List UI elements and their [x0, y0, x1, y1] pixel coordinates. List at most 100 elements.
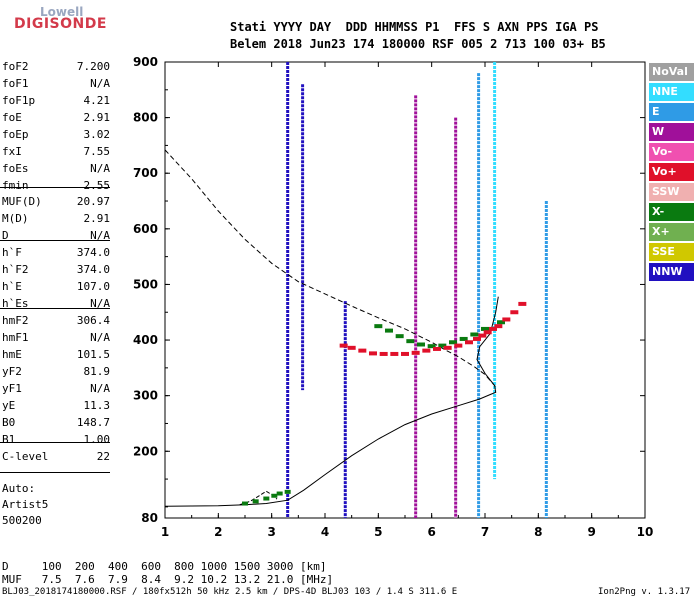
- legend-item: W: [649, 123, 694, 141]
- param-label: fxI: [2, 145, 22, 158]
- param-value: 101.5: [76, 348, 110, 361]
- o-mode-echo: [422, 348, 431, 353]
- x-tick-label: 5: [374, 525, 382, 539]
- d-row: D 100 200 400 600 800 1000 1500 3000 [km…: [2, 560, 327, 573]
- legend-item: SSW: [649, 183, 694, 201]
- param-label: yE: [2, 399, 16, 412]
- param-value: 107.0: [76, 280, 110, 293]
- param-row: h`E 107.0: [2, 280, 110, 297]
- param-row: fmin 2.55: [2, 179, 110, 196]
- o-mode-echo: [358, 348, 367, 353]
- param-value: 374.0: [76, 263, 110, 276]
- param-value: 3.02: [83, 128, 111, 141]
- param-label: foE: [2, 111, 22, 124]
- param-row: MUF(D) 20.97: [2, 195, 110, 212]
- x-mode-echo: [497, 320, 505, 325]
- x-mode-echo: [417, 342, 425, 347]
- param-row: foEs N/A: [2, 162, 110, 179]
- param-label: foF1: [2, 77, 29, 90]
- x-tick-label: 3: [267, 525, 275, 539]
- param-value: N/A: [90, 331, 110, 344]
- electron-density-profile: [164, 296, 499, 507]
- param-row: h`F2 374.0: [2, 263, 110, 280]
- separator-line: [0, 308, 110, 309]
- plot-frame: [164, 61, 646, 519]
- param-label: h`Es: [2, 297, 29, 310]
- logo-line2: DIGISONDE: [14, 16, 107, 32]
- param-row: C-level 22: [2, 450, 110, 467]
- param-value: 20.97: [76, 195, 110, 208]
- param-value: N/A: [90, 77, 110, 90]
- legend-item: NoVal: [649, 63, 694, 81]
- param-value: 11.3: [83, 399, 111, 412]
- x-tick-label: 6: [427, 525, 435, 539]
- o-mode-echo: [347, 345, 356, 350]
- param-row: foF1p 4.21: [2, 94, 110, 111]
- o-mode-echo: [401, 351, 409, 356]
- param-row: yF2 81.9: [2, 365, 110, 382]
- param-label: foF2: [2, 60, 29, 73]
- x-tick-label: 10: [637, 525, 654, 539]
- o-mode-echo: [465, 340, 473, 345]
- param-row: foF2 7.200: [2, 60, 110, 77]
- param-label: hmF1: [2, 331, 29, 344]
- x-tick-label: 2: [214, 525, 222, 539]
- legend-item: E: [649, 103, 694, 121]
- o-mode-echo: [390, 351, 399, 356]
- param-label: yF2: [2, 365, 22, 378]
- separator-line: [0, 187, 110, 188]
- low-echo: [252, 499, 259, 504]
- param-label: fmin: [2, 179, 29, 192]
- param-row: B0 148.7: [2, 416, 110, 433]
- legend-item: Vo-: [649, 143, 694, 161]
- o-mode-echo: [483, 330, 492, 335]
- param-row: hmE 101.5: [2, 348, 110, 365]
- o-mode-echo: [473, 336, 481, 341]
- x-tick-label: 9: [587, 525, 595, 539]
- param-value: 4.21: [83, 94, 111, 107]
- param-row: yE 11.3: [2, 399, 110, 416]
- o-mode-echo: [339, 343, 348, 348]
- separator-line: [0, 240, 110, 241]
- o-mode-echo: [494, 324, 503, 329]
- legend-item: X-: [649, 203, 694, 221]
- param-value: 2.91: [83, 111, 111, 124]
- param-row: foEp 3.02: [2, 128, 110, 145]
- param-row: h`F 374.0: [2, 246, 110, 263]
- separator-line: [0, 442, 110, 443]
- y-tick-label: 700: [133, 166, 158, 180]
- param-value: N/A: [90, 297, 110, 310]
- separator-line: [0, 472, 110, 473]
- x-mode-echo: [449, 340, 457, 345]
- legend-item: NNE: [649, 83, 694, 101]
- o-mode-echo: [443, 345, 452, 350]
- x-tick-label: 8: [534, 525, 542, 539]
- header-line1: Stati YYYY DAY DDD HHMMSS P1 FFS S AXN P…: [230, 20, 599, 34]
- param-label: MUF(D): [2, 195, 42, 208]
- param-row: fxI 7.55: [2, 145, 110, 162]
- param-row: h`Es N/A: [2, 297, 110, 314]
- x-mode-echo: [438, 343, 447, 348]
- param-value: 2.55: [83, 179, 111, 192]
- param-label: B0: [2, 416, 16, 429]
- muf-row: MUF 7.5 7.6 7.9 8.4 9.2 10.2 13.2 21.0 […: [2, 573, 334, 586]
- param-label: h`F2: [2, 263, 29, 276]
- low-echo: [284, 489, 291, 494]
- model-trace-dashed: [164, 149, 497, 388]
- y-tick-label: 900: [133, 55, 158, 69]
- param-label: h`F: [2, 246, 22, 259]
- o-mode-echo: [518, 301, 527, 306]
- x-mode-echo: [470, 332, 479, 337]
- footer-version: Ion2Png v. 1.3.17: [598, 587, 691, 597]
- legend-item: SSE: [649, 243, 694, 261]
- param-row: M(D) 2.91: [2, 212, 110, 229]
- y-tick-label: 80: [141, 511, 158, 525]
- param-value: 7.200: [76, 60, 110, 73]
- x-mode-echo: [459, 336, 468, 341]
- param-row: yF1 N/A: [2, 382, 110, 399]
- param-value: 306.4: [76, 314, 110, 327]
- param-row: foE 2.91: [2, 111, 110, 128]
- o-mode-echo: [433, 346, 441, 351]
- auto-scaling-line1: Auto:: [2, 482, 36, 495]
- param-label: hmE: [2, 348, 22, 361]
